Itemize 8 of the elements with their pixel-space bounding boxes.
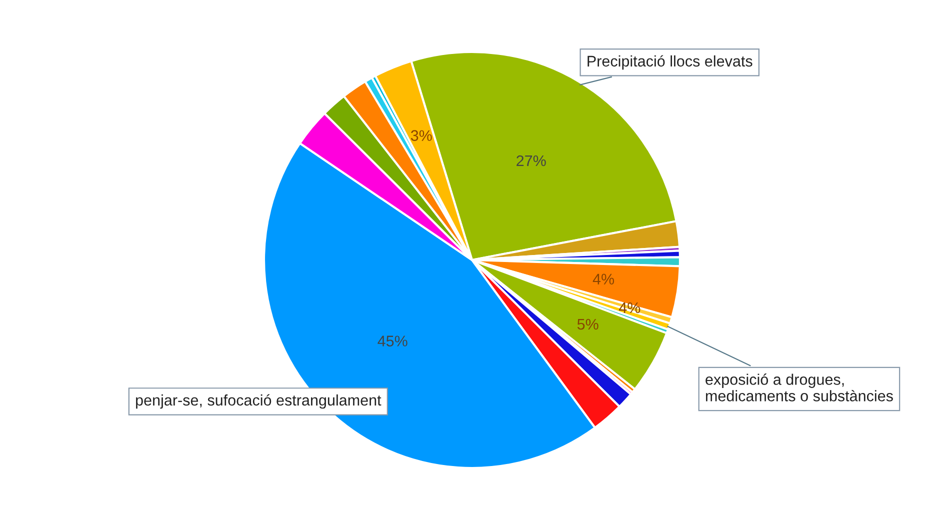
slice-label: penjar-se, sufocació estrangulament — [136, 394, 382, 409]
data-label: 4% — [592, 274, 614, 284]
data-label: 27% — [516, 155, 546, 166]
data-label: 3% — [410, 130, 432, 141]
data-label: 45% — [378, 336, 408, 346]
slice-label: exposició a drogues, medicaments o substàncies — [706, 374, 893, 402]
slice-label: Precipitació llocs elevats — [588, 55, 752, 70]
data-label: 5% — [577, 318, 598, 330]
